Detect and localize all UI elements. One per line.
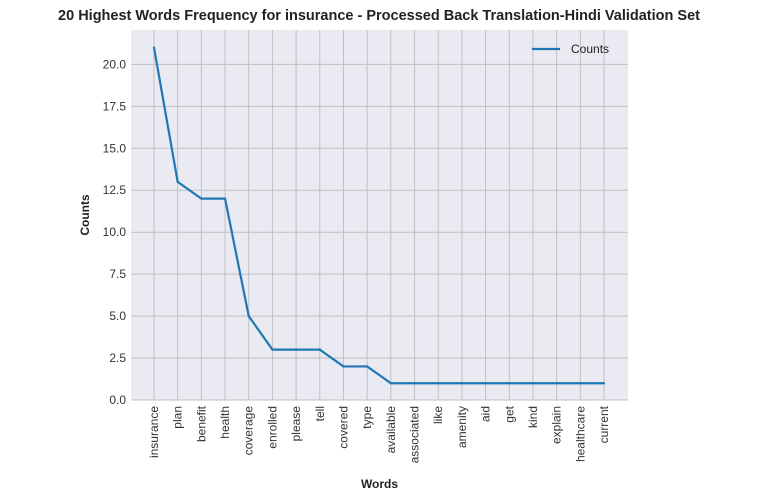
y-tick-label: 17.5 xyxy=(103,99,127,113)
x-tick-label: like xyxy=(431,406,445,424)
data-point xyxy=(319,349,321,351)
data-point xyxy=(271,349,273,351)
y-tick-label: 7.5 xyxy=(109,267,126,281)
data-point xyxy=(579,382,581,384)
x-tick-label: enrolled xyxy=(265,406,279,449)
y-tick-label: 10.0 xyxy=(103,225,127,239)
data-point xyxy=(200,198,202,200)
data-point xyxy=(390,382,392,384)
x-tick-label: insurance xyxy=(147,406,161,458)
x-tick-label: tell xyxy=(313,406,327,421)
y-tick-label: 20.0 xyxy=(103,57,127,71)
x-tick-label: covered xyxy=(336,406,350,449)
x-tick-label: please xyxy=(289,406,303,442)
x-tick-label: current xyxy=(597,405,611,443)
x-tick-label: health xyxy=(218,406,232,439)
data-point xyxy=(484,382,486,384)
x-tick-label: explain xyxy=(550,406,564,444)
x-tick-label: available xyxy=(384,406,398,454)
y-axis-ticks: 0.0 2.5 5.0 7.5 10.0 12.5 15.0 17.5 20.0 xyxy=(103,57,127,407)
x-tick-label: amenity xyxy=(455,406,469,448)
data-point xyxy=(603,382,605,384)
x-tick-label: get xyxy=(502,405,516,422)
x-tick-label: plan xyxy=(171,406,185,429)
x-tick-label: aid xyxy=(479,406,493,422)
x-tick-label: benefit xyxy=(194,405,208,442)
data-point xyxy=(177,181,179,183)
y-tick-label: 12.5 xyxy=(103,183,127,197)
x-axis-ticks: insurance plan benefit health coverage enroll… xyxy=(147,405,611,463)
y-tick-label: 2.5 xyxy=(109,351,126,365)
x-axis-label: Words xyxy=(361,477,398,491)
plot-area xyxy=(131,30,628,400)
y-tick-label: 15.0 xyxy=(103,141,127,155)
data-point xyxy=(508,382,510,384)
x-tick-label: type xyxy=(360,406,374,429)
x-tick-label: coverage xyxy=(242,406,256,456)
x-tick-label: kind xyxy=(526,406,540,428)
data-point xyxy=(366,365,368,367)
data-point xyxy=(413,382,415,384)
y-tick-label: 5.0 xyxy=(109,309,126,323)
data-point xyxy=(532,382,534,384)
x-tick-label: associated xyxy=(408,406,422,463)
y-tick-label: 0.0 xyxy=(109,393,126,407)
data-point xyxy=(556,382,558,384)
data-point xyxy=(295,349,297,351)
data-point xyxy=(342,365,344,367)
data-point xyxy=(224,198,226,200)
x-tick-label: healthcare xyxy=(573,406,587,462)
data-point xyxy=(437,382,439,384)
data-point xyxy=(461,382,463,384)
legend-label-counts: Counts xyxy=(571,42,609,56)
data-point xyxy=(153,47,155,49)
y-axis-label: Counts xyxy=(78,194,92,236)
data-point xyxy=(248,315,250,317)
